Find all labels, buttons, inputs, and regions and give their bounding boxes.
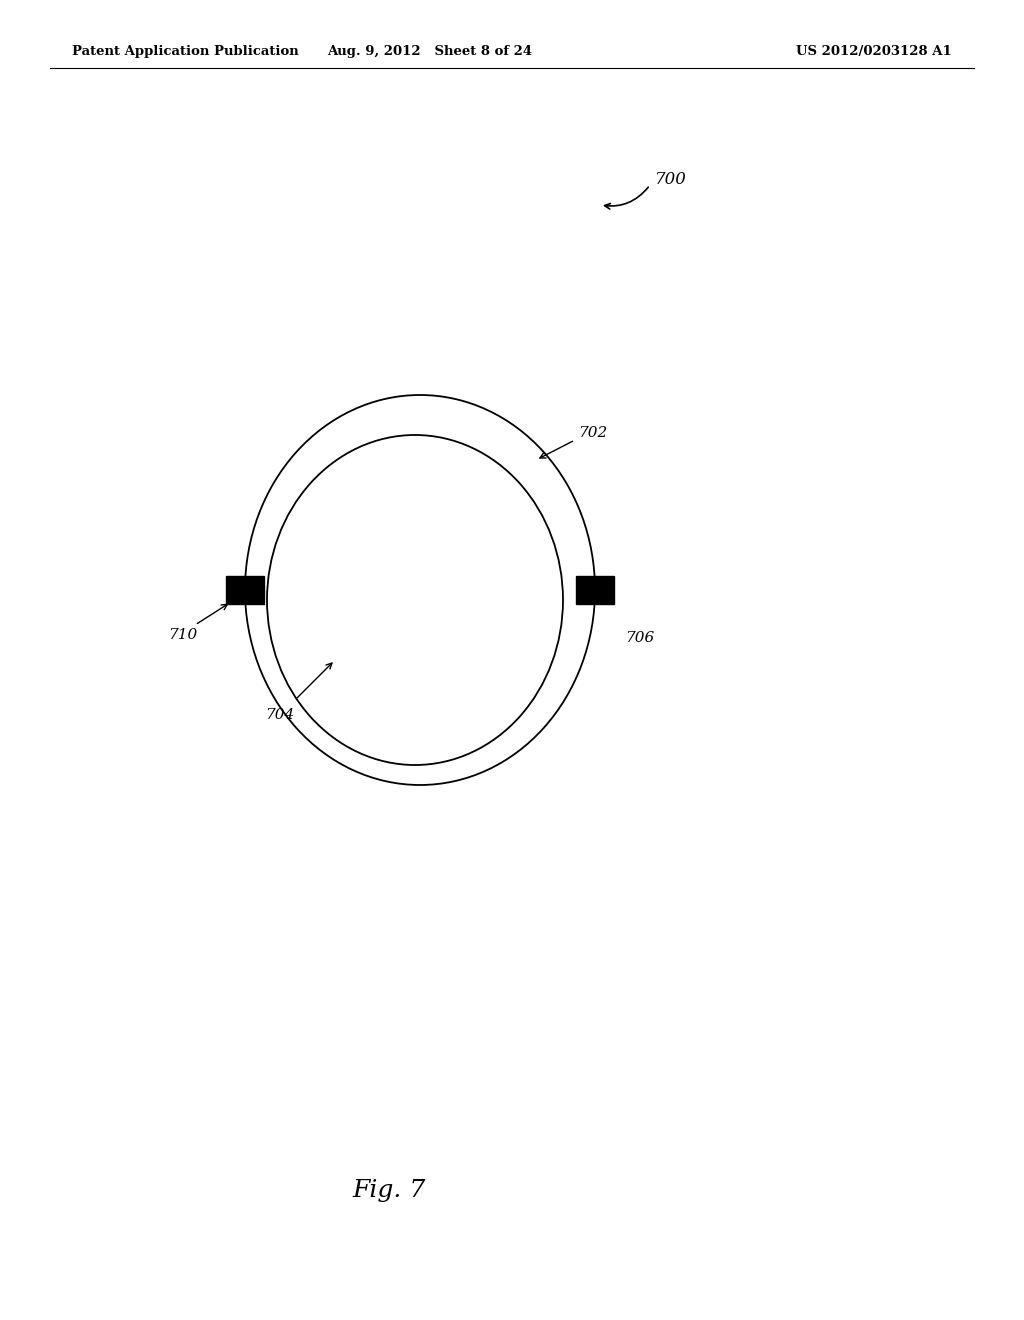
Text: Aug. 9, 2012   Sheet 8 of 24: Aug. 9, 2012 Sheet 8 of 24 [328,45,532,58]
Text: 702: 702 [578,426,607,440]
Text: 710: 710 [168,628,198,642]
Text: 704: 704 [265,708,294,722]
Text: 706: 706 [625,631,654,645]
Text: Fig. 7: Fig. 7 [352,1179,426,1201]
Text: Patent Application Publication: Patent Application Publication [72,45,299,58]
Text: US 2012/0203128 A1: US 2012/0203128 A1 [797,45,952,58]
Bar [226,576,264,605]
Text: 700: 700 [655,172,687,189]
Bar [575,576,614,605]
